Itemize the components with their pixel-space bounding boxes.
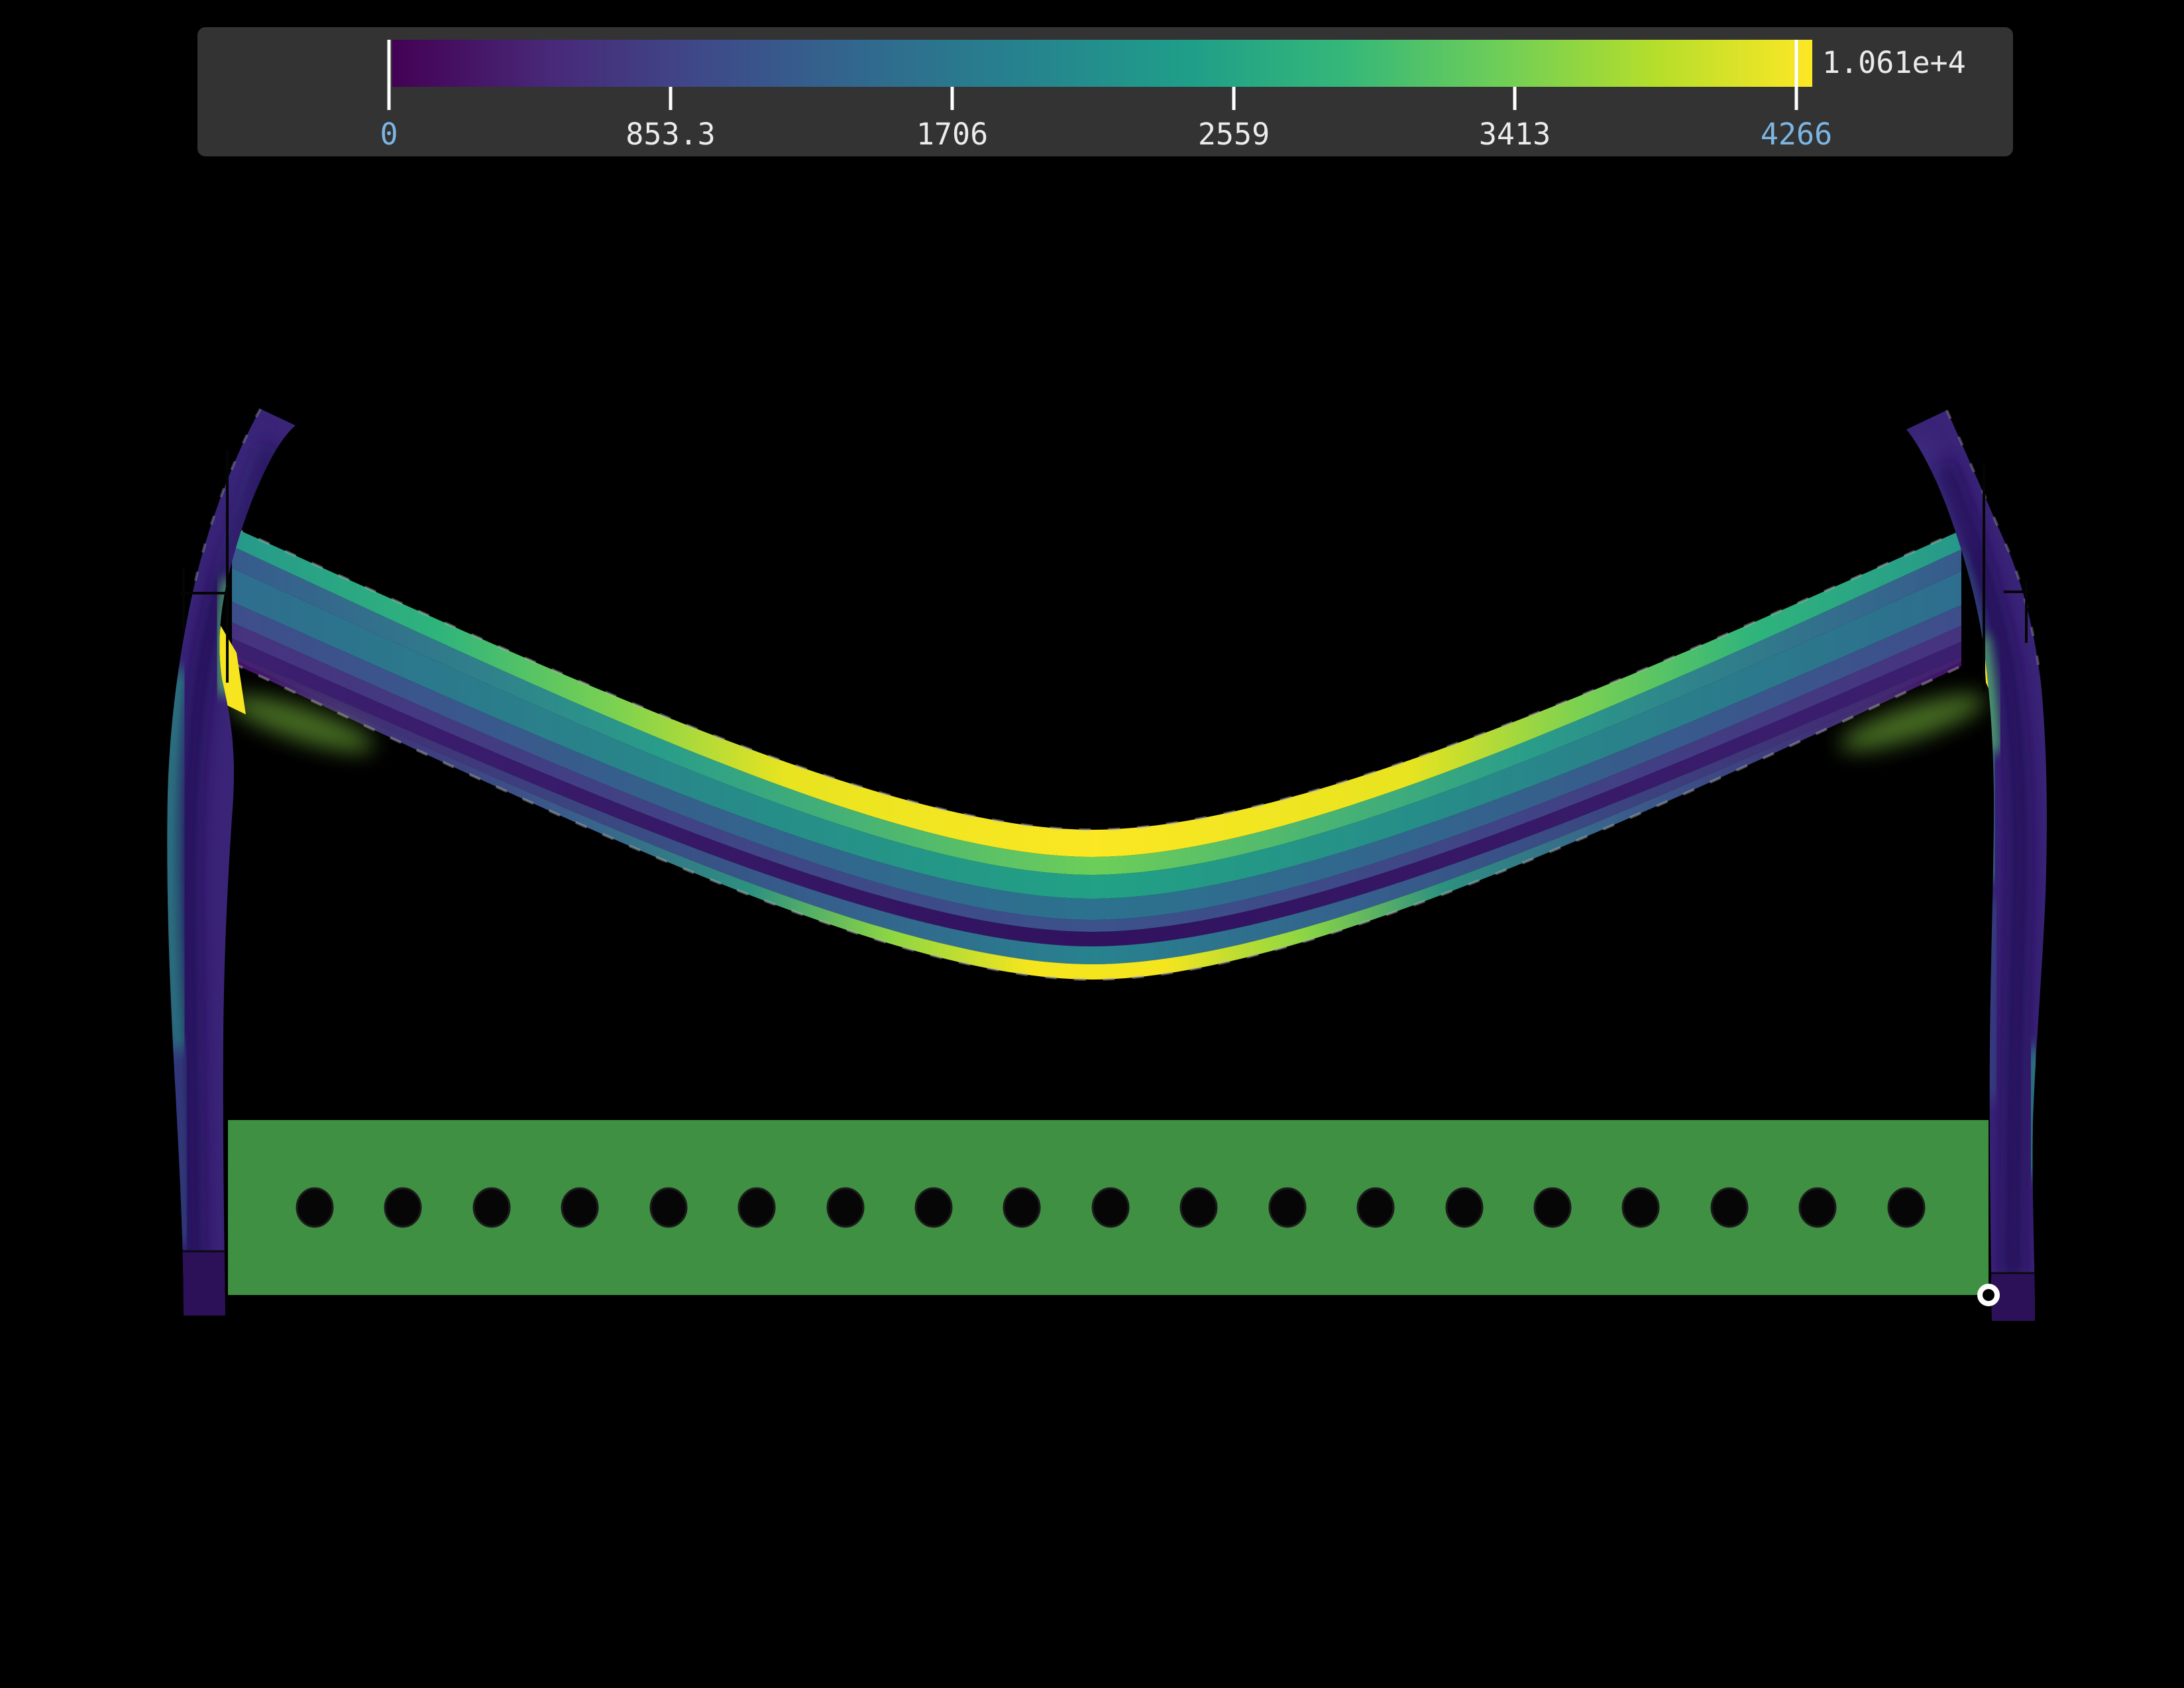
- bolt-hole: [561, 1187, 599, 1228]
- colorbar-label: 1706: [916, 117, 988, 152]
- right-strap-edge-aa: [1945, 410, 2042, 683]
- bolt-hole: [1533, 1187, 1572, 1228]
- beam-band: [232, 546, 1961, 875]
- bolt-hole: [914, 1187, 953, 1228]
- beam-band-top: [232, 527, 1961, 857]
- colorbar-tick-labels: 0 853.3 1706 2559 3413 4266: [380, 117, 1832, 152]
- bolt-hole: [1179, 1187, 1218, 1228]
- beam-band: [232, 602, 1961, 920]
- colorbar-label: 2559: [1198, 117, 1270, 152]
- bolt-hole: [384, 1187, 422, 1228]
- right-strap-teal-edge: [2024, 1046, 2042, 1177]
- bolt-hole: [296, 1187, 334, 1228]
- colorbar-ticks: [387, 40, 1798, 110]
- colorbar-label: 3413: [1479, 117, 1551, 152]
- bolt-hole: [1268, 1187, 1307, 1228]
- bolt-hole: [1356, 1187, 1395, 1228]
- beam-band: [232, 568, 1961, 899]
- beam-edge-aa: [231, 526, 1962, 832]
- bolt-hole: [649, 1187, 688, 1228]
- wireframe-markers: [180, 449, 2030, 691]
- bolt-hole: [1445, 1187, 1484, 1228]
- beam-edge-aa: [231, 661, 1962, 982]
- bolt-hole: [1887, 1187, 1926, 1228]
- beam-band-bottom: [232, 659, 1961, 980]
- beam-band: [232, 622, 1961, 932]
- colorbar-above-range-label: 1.061e+4: [1822, 45, 1966, 80]
- deformed-shell-beam: [231, 526, 1962, 982]
- left-strap-bottom-face: [180, 1251, 225, 1316]
- beam-band: [232, 653, 1961, 964]
- bolt-hole: [1091, 1187, 1130, 1228]
- colorbar: 0 853.3 1706 2559 3413 4266 1.061e+4: [197, 27, 2013, 156]
- base-plate: [228, 1120, 1989, 1295]
- bolt-hole: [1798, 1187, 1837, 1228]
- colorbar-gradient: [392, 40, 1812, 87]
- colorbar-label-max: 4266: [1761, 117, 1832, 152]
- bolt-hole: [737, 1187, 776, 1228]
- bolt-hole: [1621, 1187, 1660, 1228]
- picked-point-marker[interactable]: [1977, 1284, 2000, 1306]
- beam-band-dark-core: [232, 638, 1961, 946]
- hotspot-fade-left: [229, 695, 374, 752]
- bolt-hole: [1003, 1187, 1041, 1228]
- left-strap-teal-streak: [167, 668, 187, 1051]
- bolt-holes: [296, 1187, 1926, 1228]
- left-support-strap: [167, 408, 296, 1316]
- hotspot-fade-right: [1839, 694, 1985, 751]
- colorbar-label-min: 0: [380, 117, 398, 152]
- bolt-hole: [1710, 1187, 1749, 1228]
- right-strap-bottom-face: [1991, 1273, 2036, 1321]
- bolt-hole: [826, 1187, 865, 1228]
- colorbar-label: 853.3: [626, 117, 715, 152]
- bolt-hole: [472, 1187, 511, 1228]
- left-strap-blue-streak: [170, 1040, 190, 1247]
- right-strap-blue-streak: [1983, 901, 2000, 1101]
